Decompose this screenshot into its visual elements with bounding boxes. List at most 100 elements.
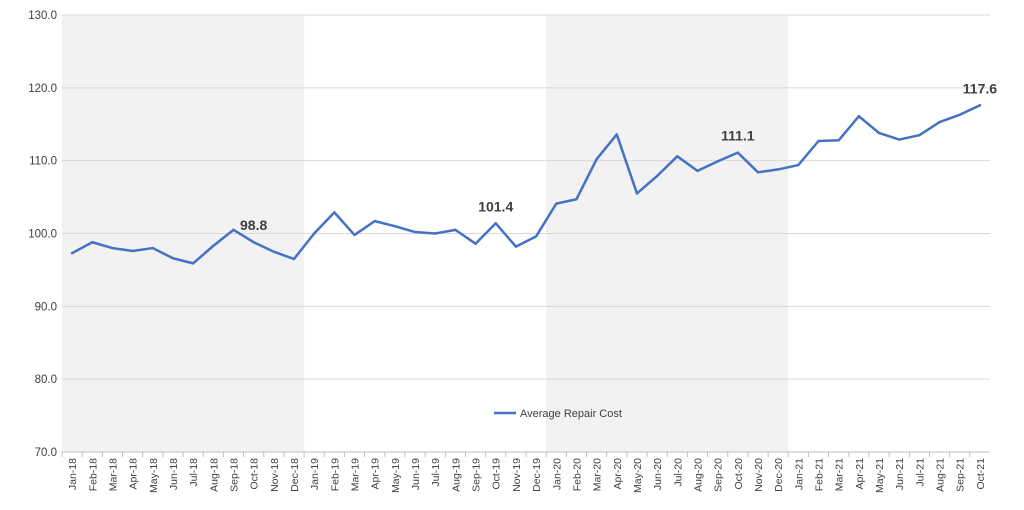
x-tick-label: Jul-18 xyxy=(188,458,200,487)
data-label: 111.1 xyxy=(721,128,755,144)
data-point xyxy=(857,115,861,118)
x-tick-label: May-21 xyxy=(874,458,886,493)
data-point xyxy=(877,131,881,135)
x-tick-label: Dec-18 xyxy=(289,458,301,492)
data-point xyxy=(474,242,477,245)
data-point xyxy=(151,246,154,250)
x-tick-label: May-20 xyxy=(632,458,644,493)
x-tick-label: Oct-21 xyxy=(975,458,987,490)
x-tick-label: Dec-20 xyxy=(773,458,785,492)
x-tick-label: Jan-19 xyxy=(309,458,321,490)
data-point xyxy=(555,202,558,205)
y-tick-label: 130.0 xyxy=(28,10,57,22)
x-tick-label: Feb-21 xyxy=(814,458,826,491)
data-point xyxy=(817,139,820,143)
x-tick-label: Aug-19 xyxy=(450,458,462,492)
x-tick-label: Aug-20 xyxy=(692,458,704,492)
x-tick-label: Oct-18 xyxy=(249,458,261,490)
x-tick-label: Jan-21 xyxy=(793,458,805,490)
data-point xyxy=(413,230,417,234)
y-tick-label: 80.0 xyxy=(35,374,57,386)
data-point xyxy=(91,241,94,244)
data-point xyxy=(978,104,982,107)
data-label: 117.6 xyxy=(963,80,997,96)
y-tick-label: 110.0 xyxy=(29,156,57,168)
x-tick-label: Sep-21 xyxy=(955,458,967,492)
y-tick-label: 120.0 xyxy=(28,83,57,95)
data-point xyxy=(736,151,740,154)
data-point xyxy=(696,169,699,173)
data-point xyxy=(272,250,276,253)
data-point xyxy=(534,235,538,238)
x-tick-label: Jun-21 xyxy=(894,458,906,490)
x-tick-label: Dec-19 xyxy=(531,458,543,492)
data-label: 98.8 xyxy=(240,217,267,233)
x-tick-label: Feb-18 xyxy=(87,458,99,491)
data-point xyxy=(131,249,134,253)
data-point xyxy=(615,133,618,136)
x-tick-label: Jun-18 xyxy=(168,458,180,490)
legend-label: Average Repair Cost xyxy=(520,408,622,420)
data-point xyxy=(171,257,175,260)
data-point xyxy=(111,246,114,250)
x-tick-label: Oct-19 xyxy=(491,458,503,490)
x-tick-label: Apr-19 xyxy=(370,458,382,490)
data-point xyxy=(434,232,437,235)
x-tick-label: Sep-19 xyxy=(471,458,483,492)
data-point xyxy=(312,232,316,235)
data-point xyxy=(373,219,376,223)
x-tick-label: Feb-20 xyxy=(571,458,583,491)
x-tick-label: Oct-20 xyxy=(733,458,745,490)
y-tick-label: 100.0 xyxy=(28,229,57,241)
x-tick-label: Mar-20 xyxy=(592,458,604,491)
data-point xyxy=(756,171,760,174)
x-tick-label: Nov-20 xyxy=(753,458,765,492)
x-tick-label: Sep-20 xyxy=(713,458,725,492)
x-tick-label: May-19 xyxy=(390,458,402,493)
data-point xyxy=(635,192,639,195)
x-tick-label: Mar-19 xyxy=(350,458,362,491)
data-point xyxy=(252,241,255,244)
x-tick-label: Jun-19 xyxy=(410,458,422,490)
x-tick-label: Jul-20 xyxy=(672,458,684,487)
data-point xyxy=(514,245,518,248)
x-tick-label: Jan-18 xyxy=(67,458,79,490)
data-label: 101.4 xyxy=(478,198,513,214)
x-tick-label: Sep-18 xyxy=(228,458,240,492)
data-point xyxy=(716,160,719,163)
data-point xyxy=(494,222,497,225)
y-axis-ticks: 70.0 80.0 90.0 100.0 110.0 120.0 130.0 xyxy=(28,10,57,459)
x-tick-label: Apr-18 xyxy=(128,458,140,490)
data-point xyxy=(958,113,961,116)
data-point xyxy=(797,163,800,167)
x-tick-label: Nov-19 xyxy=(511,458,523,492)
gridlines xyxy=(62,14,990,453)
data-point xyxy=(292,257,296,261)
data-point xyxy=(918,133,921,137)
x-axis-ticks: Jan-18 Feb-18 Mar-18 Apr-18 May-18 Jun-18 Jul-… xyxy=(61,452,987,493)
data-point xyxy=(595,158,598,161)
x-tick-label: Jun-20 xyxy=(652,458,664,490)
x-tick-label: Mar-21 xyxy=(834,458,846,491)
data-point xyxy=(70,251,74,255)
data-point xyxy=(212,244,215,248)
series-line-0 xyxy=(70,104,982,265)
series-lines xyxy=(70,104,982,265)
data-point xyxy=(938,120,941,124)
y-tick-label: 90.0 xyxy=(35,301,57,313)
data-point xyxy=(776,168,780,171)
x-tick-label: Feb-19 xyxy=(329,458,341,491)
x-tick-label: Apr-21 xyxy=(854,458,866,490)
y-tick-label: 70.0 xyxy=(35,447,57,459)
x-tick-label: Nov-18 xyxy=(269,458,281,492)
data-point xyxy=(454,228,457,232)
x-tick-label: Apr-20 xyxy=(612,458,624,490)
data-point xyxy=(333,211,336,214)
x-tick-label: Aug-18 xyxy=(208,458,220,492)
data-point xyxy=(837,139,840,142)
x-tick-label: Jul-19 xyxy=(430,458,442,487)
data-point xyxy=(575,198,578,201)
x-tick-label: Jul-21 xyxy=(914,458,926,487)
